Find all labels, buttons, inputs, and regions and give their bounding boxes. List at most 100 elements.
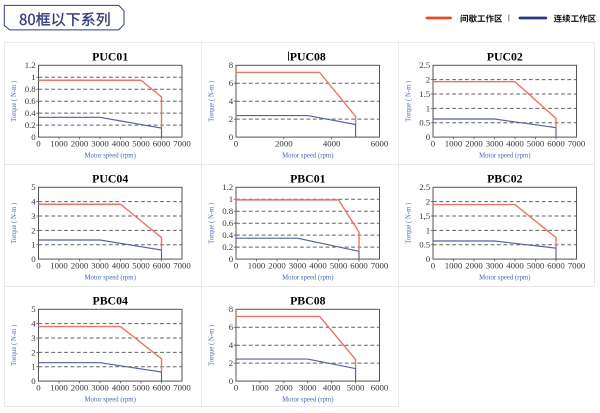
svg-text:Motor speed (rpm): Motor speed (rpm) [479, 152, 530, 159]
svg-text:5000: 5000 [132, 139, 150, 149]
svg-text:Motor speed (rpm): Motor speed (rpm) [85, 396, 136, 403]
svg-text:Torque ( N-m ): Torque ( N-m ) [208, 81, 215, 122]
svg-text:4000: 4000 [506, 261, 524, 271]
svg-text:0: 0 [36, 139, 41, 149]
svg-text:1: 1 [31, 72, 35, 82]
svg-text:1,5: 1,5 [419, 211, 431, 221]
svg-text:2000: 2000 [275, 139, 293, 149]
svg-text:3000: 3000 [91, 139, 109, 149]
svg-text:7000: 7000 [173, 261, 191, 271]
svg-text:6000: 6000 [153, 383, 171, 393]
svg-text:1000: 1000 [50, 139, 68, 149]
svg-text:4: 4 [229, 340, 234, 350]
svg-text:0.4: 0.4 [222, 230, 234, 240]
svg-text:PUC08: PUC08 [290, 50, 326, 64]
svg-text:8: 8 [229, 60, 234, 70]
svg-text:4000: 4000 [112, 261, 130, 271]
svg-text:0: 0 [36, 383, 41, 393]
svg-text:0: 0 [229, 376, 234, 386]
svg-text:2: 2 [229, 358, 233, 368]
svg-text:0: 0 [31, 376, 36, 386]
svg-text:7000: 7000 [568, 139, 586, 149]
svg-text:4000: 4000 [112, 383, 130, 393]
svg-text:4000: 4000 [309, 261, 327, 271]
svg-text:3000: 3000 [486, 139, 504, 149]
svg-text:2: 2 [426, 75, 430, 85]
svg-text:7000: 7000 [568, 261, 586, 271]
svg-text:4: 4 [229, 96, 234, 106]
svg-text:7000: 7000 [371, 261, 389, 271]
svg-text:6000: 6000 [350, 261, 368, 271]
svg-text:4000: 4000 [506, 139, 524, 149]
svg-text:0: 0 [31, 132, 36, 142]
svg-text:0: 0 [229, 254, 234, 264]
svg-text:0: 0 [234, 139, 239, 149]
svg-text:4: 4 [31, 197, 36, 207]
svg-text:Torque ( N-m ): Torque ( N-m ) [11, 203, 18, 244]
svg-text:2000: 2000 [71, 139, 89, 149]
svg-text:2: 2 [31, 347, 35, 357]
svg-text:3000: 3000 [91, 383, 109, 393]
svg-text:Motor speed (rpm): Motor speed (rpm) [85, 274, 136, 281]
svg-text:2000: 2000 [71, 383, 89, 393]
svg-text:Torque ( N-m ): Torque ( N-m ) [405, 81, 412, 122]
svg-text:0.2: 0.2 [25, 120, 36, 130]
svg-text:8: 8 [229, 304, 234, 314]
svg-text:6: 6 [229, 322, 234, 332]
svg-text:4: 4 [31, 319, 36, 329]
svg-text:Motor speed (rpm): Motor speed (rpm) [282, 152, 333, 159]
svg-text:1: 1 [229, 194, 233, 204]
svg-text:0: 0 [229, 132, 234, 142]
svg-text:3000: 3000 [91, 261, 109, 271]
svg-text:0: 0 [426, 254, 431, 264]
svg-text:6000: 6000 [371, 383, 389, 393]
svg-text:1000: 1000 [248, 261, 266, 271]
svg-text:5000: 5000 [527, 139, 545, 149]
svg-text:1.2: 1.2 [222, 182, 233, 192]
svg-text:5: 5 [31, 304, 36, 314]
svg-text:Torque ( N-m ): Torque ( N-m ) [208, 325, 215, 366]
svg-text:0: 0 [234, 383, 239, 393]
svg-text:4000: 4000 [323, 139, 341, 149]
svg-text:0.4: 0.4 [25, 108, 37, 118]
svg-text:6000: 6000 [153, 139, 171, 149]
svg-text:2.5: 2.5 [419, 182, 431, 192]
svg-text:0.8: 0.8 [25, 84, 37, 94]
svg-text:2000: 2000 [275, 383, 293, 393]
svg-text:0: 0 [31, 254, 36, 264]
svg-text:PUC02: PUC02 [487, 50, 523, 64]
svg-text:1000: 1000 [445, 139, 463, 149]
svg-text:5000: 5000 [132, 383, 150, 393]
svg-text:1000: 1000 [50, 383, 68, 393]
svg-text:7000: 7000 [173, 139, 191, 149]
svg-text:1.2: 1.2 [25, 60, 36, 70]
svg-text:1000: 1000 [251, 383, 269, 393]
svg-text:0.8: 0.8 [222, 206, 234, 216]
svg-text:PBC04: PBC04 [92, 294, 127, 308]
svg-text:4000: 4000 [323, 383, 341, 393]
svg-text:3: 3 [31, 333, 36, 343]
svg-text:2000: 2000 [465, 139, 483, 149]
svg-text:0: 0 [36, 261, 41, 271]
svg-text:3000: 3000 [299, 383, 317, 393]
svg-text:5000: 5000 [132, 261, 150, 271]
svg-text:1.5: 1.5 [419, 89, 431, 99]
svg-text:Torque ( N-m ): Torque ( N-m ) [208, 203, 215, 244]
svg-text:Torque ( N-m ): Torque ( N-m ) [11, 325, 18, 366]
svg-text:3000: 3000 [289, 261, 307, 271]
svg-text:Motor speed (rpm): Motor speed (rpm) [282, 396, 333, 403]
svg-text:2000: 2000 [71, 261, 89, 271]
svg-text:2: 2 [31, 225, 35, 235]
svg-text:0.2: 0.2 [222, 242, 233, 252]
svg-text:1: 1 [426, 225, 430, 235]
svg-text:PBC01: PBC01 [290, 172, 325, 186]
svg-text:PBC02: PBC02 [487, 172, 522, 186]
svg-text:6000: 6000 [371, 139, 389, 149]
svg-text:0.5: 0.5 [419, 240, 431, 250]
svg-text:1000: 1000 [50, 261, 68, 271]
svg-text:4000: 4000 [112, 139, 130, 149]
svg-text:6: 6 [229, 78, 234, 88]
svg-text:1: 1 [426, 103, 430, 113]
svg-text:PUC01: PUC01 [92, 50, 128, 64]
svg-text:3000: 3000 [486, 261, 504, 271]
